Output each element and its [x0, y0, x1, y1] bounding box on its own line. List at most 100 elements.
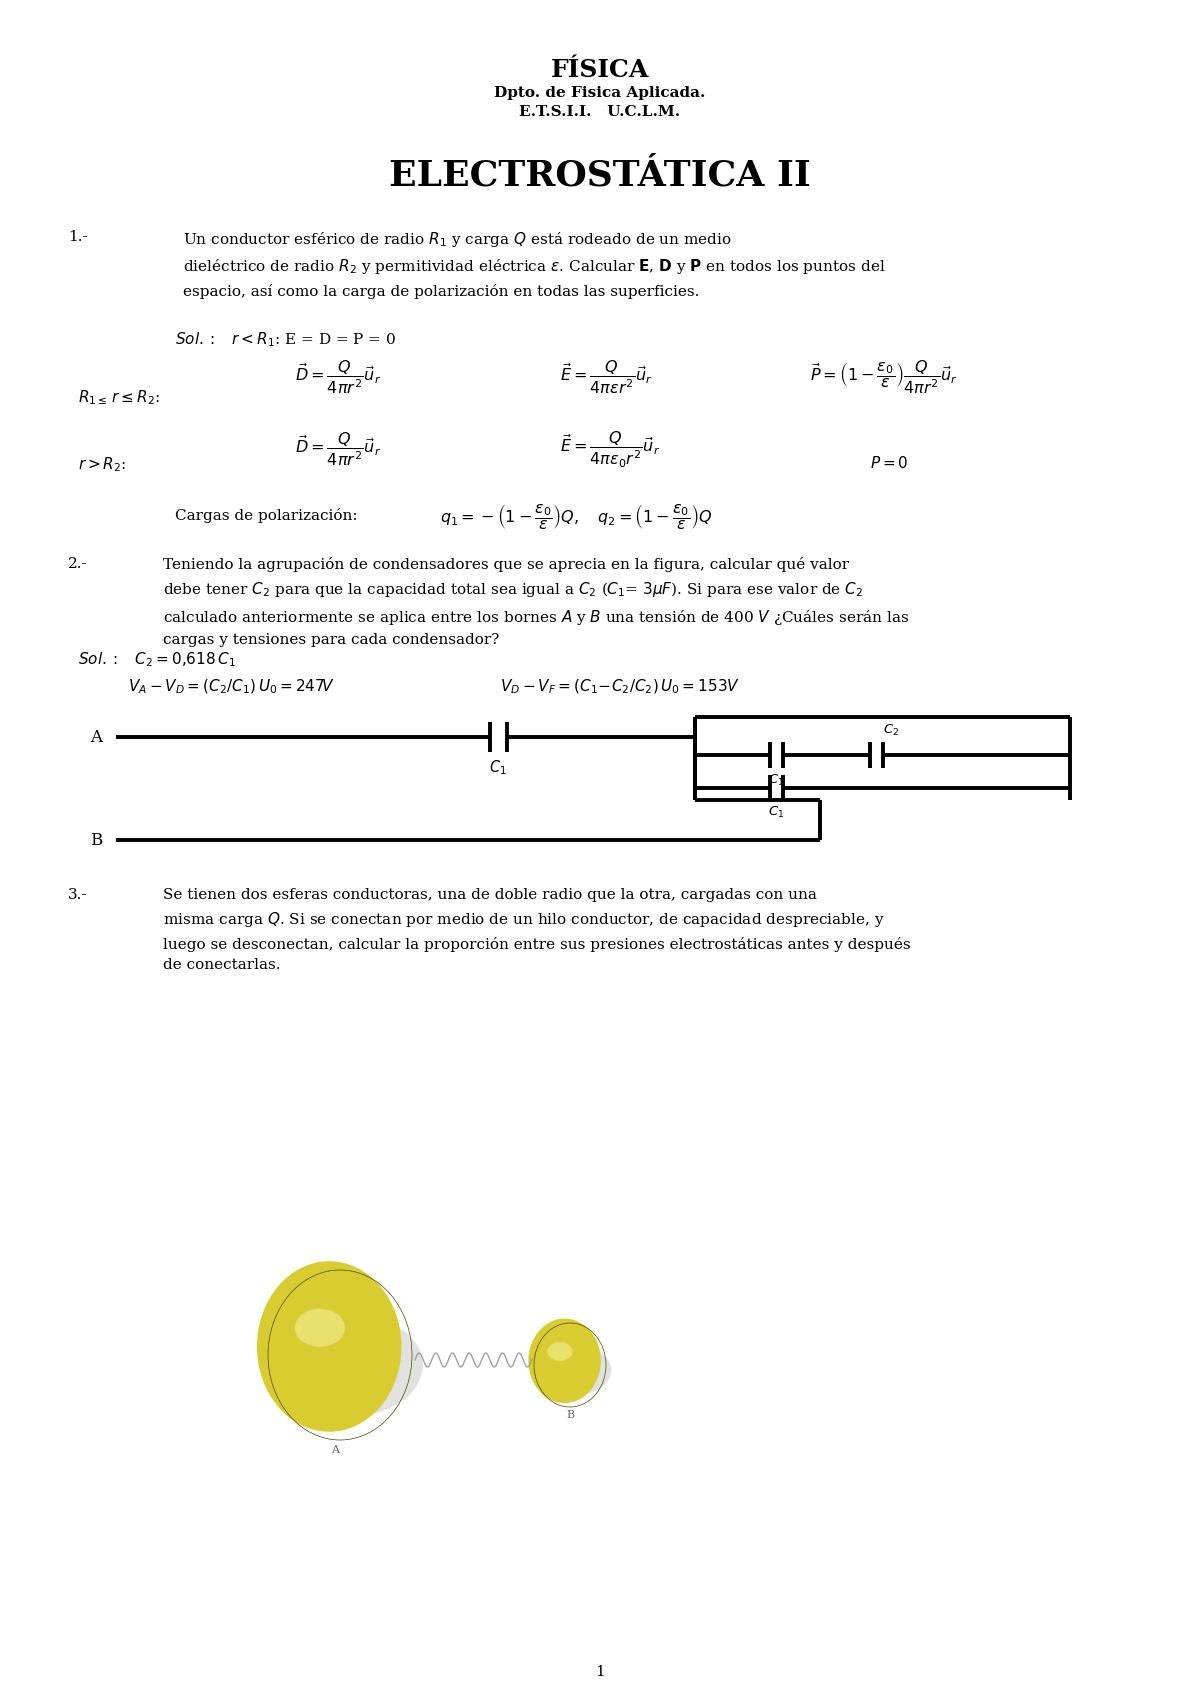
Ellipse shape	[557, 1352, 580, 1377]
Text: Teniendo la agrupación de condensadores que se aprecia en la figura, calcular qu: Teniendo la agrupación de condensadores …	[163, 557, 910, 647]
Ellipse shape	[336, 1350, 343, 1358]
Text: $C_1$: $C_1$	[490, 757, 506, 776]
Ellipse shape	[319, 1331, 355, 1374]
Ellipse shape	[257, 1262, 402, 1431]
Ellipse shape	[558, 1352, 578, 1375]
Ellipse shape	[539, 1330, 593, 1394]
Ellipse shape	[541, 1333, 592, 1392]
Ellipse shape	[556, 1348, 581, 1379]
Text: A: A	[331, 1445, 340, 1455]
Text: $R_{1\leq}\, r \leq R_2$:: $R_{1\leq}\, r \leq R_2$:	[78, 389, 160, 408]
Ellipse shape	[317, 1330, 358, 1377]
Ellipse shape	[538, 1330, 594, 1394]
Ellipse shape	[533, 1323, 598, 1399]
Text: B: B	[566, 1409, 574, 1420]
Ellipse shape	[325, 1338, 350, 1369]
Ellipse shape	[559, 1353, 578, 1375]
Ellipse shape	[560, 1355, 577, 1374]
Ellipse shape	[294, 1304, 374, 1397]
Ellipse shape	[311, 1323, 361, 1382]
Ellipse shape	[277, 1285, 386, 1413]
Text: A: A	[90, 728, 102, 745]
Ellipse shape	[564, 1358, 575, 1370]
Ellipse shape	[546, 1338, 588, 1387]
Ellipse shape	[262, 1267, 398, 1428]
Ellipse shape	[308, 1319, 364, 1384]
Ellipse shape	[274, 1280, 389, 1416]
Ellipse shape	[557, 1350, 580, 1377]
Ellipse shape	[307, 1318, 365, 1386]
Ellipse shape	[547, 1341, 572, 1362]
Text: E.T.S.I.I.   U.C.L.M.: E.T.S.I.I. U.C.L.M.	[520, 105, 680, 119]
Ellipse shape	[302, 1313, 367, 1389]
Ellipse shape	[278, 1314, 422, 1416]
Ellipse shape	[536, 1328, 595, 1396]
Ellipse shape	[566, 1362, 572, 1369]
Text: $Sol.:$   $C_2 = 0{,}618\, C_1$: $Sol.:$ $C_2 = 0{,}618\, C_1$	[78, 650, 235, 669]
Text: $C_1$: $C_1$	[768, 805, 784, 820]
Ellipse shape	[292, 1301, 376, 1399]
Ellipse shape	[545, 1336, 589, 1387]
Ellipse shape	[269, 1275, 392, 1420]
Text: FÍSICA: FÍSICA	[551, 58, 649, 82]
Ellipse shape	[263, 1268, 397, 1426]
Ellipse shape	[540, 1345, 612, 1396]
Ellipse shape	[337, 1352, 342, 1357]
Ellipse shape	[563, 1357, 576, 1372]
Text: $P = 0$: $P = 0$	[870, 455, 908, 470]
Text: 2.-: 2.-	[68, 557, 88, 571]
Ellipse shape	[282, 1289, 383, 1409]
Ellipse shape	[534, 1326, 596, 1397]
Ellipse shape	[288, 1296, 378, 1403]
Ellipse shape	[542, 1333, 590, 1391]
Text: $\vec{D} = \dfrac{Q}{4\pi r^2}\vec{u}_r$: $\vec{D} = \dfrac{Q}{4\pi r^2}\vec{u}_r$	[295, 358, 382, 396]
Text: $r > R_2$:: $r > R_2$:	[78, 455, 126, 474]
Ellipse shape	[280, 1287, 385, 1411]
Ellipse shape	[534, 1324, 598, 1399]
Text: $C_1$: $C_1$	[768, 773, 784, 788]
Ellipse shape	[569, 1363, 571, 1367]
Ellipse shape	[547, 1340, 587, 1386]
Ellipse shape	[535, 1326, 595, 1396]
Ellipse shape	[271, 1277, 391, 1418]
Ellipse shape	[552, 1345, 583, 1380]
Text: $\vec{E} = \dfrac{Q}{4\pi\varepsilon_0 r^2}\vec{u}_r$: $\vec{E} = \dfrac{Q}{4\pi\varepsilon_0 r…	[560, 430, 660, 470]
Ellipse shape	[300, 1311, 370, 1392]
Ellipse shape	[334, 1348, 344, 1362]
Ellipse shape	[328, 1341, 349, 1367]
Ellipse shape	[553, 1347, 582, 1380]
Ellipse shape	[323, 1336, 353, 1370]
Text: $\vec{E} = \dfrac{Q}{4\pi\varepsilon r^2}\vec{u}_r$: $\vec{E} = \dfrac{Q}{4\pi\varepsilon r^2…	[560, 358, 653, 396]
Text: $\vec{D} = \dfrac{Q}{4\pi r^2}\vec{u}_r$: $\vec{D} = \dfrac{Q}{4\pi r^2}\vec{u}_r$	[295, 430, 382, 467]
Ellipse shape	[568, 1362, 571, 1367]
Text: 1.-: 1.-	[68, 229, 88, 245]
Text: Se tienen dos esferas conductoras, una de doble radio que la otra, cargadas con : Se tienen dos esferas conductoras, una d…	[163, 888, 911, 973]
Ellipse shape	[313, 1324, 360, 1380]
Ellipse shape	[564, 1358, 574, 1370]
Text: 3.-: 3.-	[68, 888, 88, 902]
Ellipse shape	[550, 1341, 586, 1384]
Text: Cargas de polarización:: Cargas de polarización:	[175, 508, 358, 523]
Text: $V_D - V_F = (C_1\!-\!C_2/C_2)\, U_0 = 153V$: $V_D - V_F = (C_1\!-\!C_2/C_2)\, U_0 = 1…	[500, 678, 740, 696]
Ellipse shape	[284, 1292, 382, 1408]
Ellipse shape	[265, 1270, 395, 1425]
Text: Dpto. de Fisica Aplicada.: Dpto. de Fisica Aplicada.	[494, 87, 706, 100]
Ellipse shape	[276, 1282, 388, 1414]
Text: $\vec{P} = \left(1 - \dfrac{\varepsilon_0}{\varepsilon}\right)\dfrac{Q}{4\pi r^2: $\vec{P} = \left(1 - \dfrac{\varepsilon_…	[810, 358, 958, 396]
Text: $V_A - V_D = (C_2/C_1)\, U_0 = 247V$: $V_A - V_D = (C_2/C_1)\, U_0 = 247V$	[128, 678, 335, 696]
Ellipse shape	[259, 1263, 400, 1430]
Text: $q_1 = -\left(1 - \dfrac{\varepsilon_0}{\varepsilon}\right)Q,\quad q_2 = \left(1: $q_1 = -\left(1 - \dfrac{\varepsilon_0}{…	[440, 503, 713, 531]
Text: $C_2$: $C_2$	[883, 723, 899, 739]
Text: Un conductor esférico de radio $R_1$ y carga $Q$ está rodeado de un medio
dieléc: Un conductor esférico de radio $R_1$ y c…	[182, 229, 886, 299]
Ellipse shape	[548, 1340, 587, 1386]
Ellipse shape	[532, 1323, 599, 1401]
Ellipse shape	[286, 1294, 380, 1404]
Text: ELECTROSTÁTICA II: ELECTROSTÁTICA II	[389, 158, 811, 192]
Text: 1: 1	[595, 1666, 605, 1679]
Ellipse shape	[540, 1331, 593, 1392]
Ellipse shape	[314, 1326, 359, 1379]
Ellipse shape	[550, 1343, 584, 1384]
Ellipse shape	[290, 1299, 377, 1401]
Ellipse shape	[329, 1343, 348, 1365]
Ellipse shape	[295, 1309, 346, 1347]
